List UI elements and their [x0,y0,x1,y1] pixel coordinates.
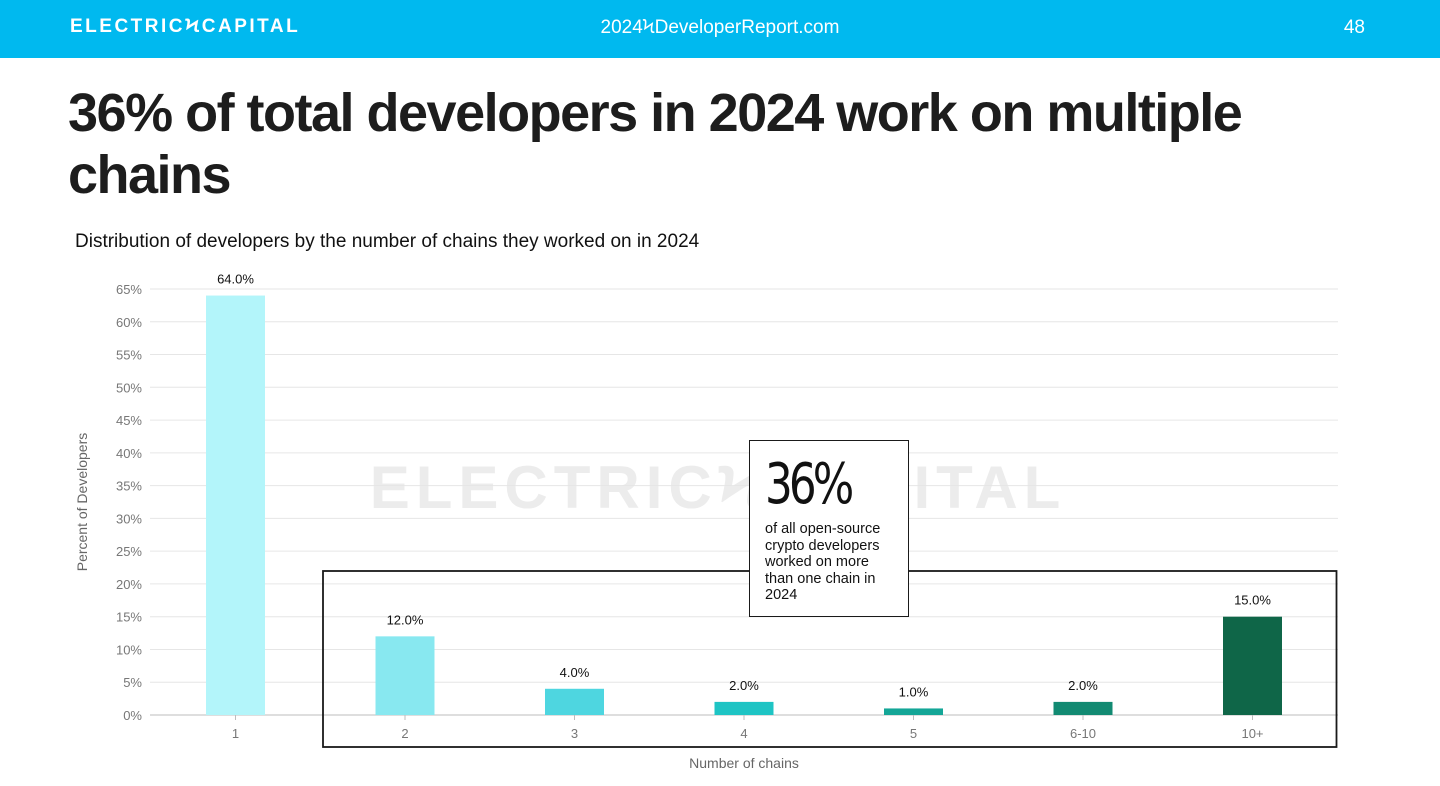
data-label: 15.0% [1234,593,1271,608]
x-tick-label: 3 [571,726,578,741]
y-axis-title: Percent of Developers [74,433,90,572]
y-tick-label: 5% [123,675,142,690]
data-label: 4.0% [560,665,590,680]
data-label: 64.0% [217,272,254,287]
y-tick-label: 35% [116,479,142,494]
x-tick-label: 5 [910,726,917,741]
bar-5 [884,708,943,715]
callout-text: of all open-source crypto developers wor… [765,521,881,603]
data-label: 12.0% [387,612,424,627]
y-tick-label: 65% [116,282,142,297]
y-tick-label: 30% [116,511,142,526]
bar-1 [206,295,265,715]
data-label: 1.0% [899,684,929,699]
site-url[interactable]: 2024ϞDeveloperReport.com [600,17,840,38]
y-tick-label: 55% [116,348,142,363]
data-label: 2.0% [1068,678,1098,693]
top-bar: ELECTRICϞCAPITAL 2024ϞDeveloperReport.co… [0,0,1440,58]
callout-value: 36% [765,452,854,517]
bar-4 [714,701,774,715]
y-tick-label: 60% [116,315,142,330]
brand-logo: ELECTRICϞCAPITAL [70,16,301,37]
callout-box: 36% of all open-source crypto developers… [749,440,909,617]
bar-3 [545,688,604,715]
chart-title: Distribution of developers by the number… [75,231,700,252]
bar-6-10 [1053,701,1113,715]
x-tick-label: 4 [740,726,747,741]
bar-2 [375,636,435,715]
y-tick-label: 25% [116,544,142,559]
y-tick-label: 20% [116,577,142,592]
y-tick-label: 0% [123,708,142,723]
page-title: 36% of total developers in 2024 work on … [68,83,1243,205]
bar-10+ [1223,616,1282,715]
page-number: 48 [1343,17,1365,38]
y-tick-label: 40% [116,446,142,461]
watermark: ELECTRICϞCAPITAL [370,454,1067,521]
x-tick-label: 6-10 [1070,726,1096,741]
x-axis-title: Number of chains [689,755,799,771]
x-tick-label: 2 [401,726,408,741]
x-tick-label: 10+ [1241,726,1263,741]
y-tick-label: 45% [116,413,142,428]
y-tick-label: 10% [116,642,142,657]
data-label: 2.0% [729,678,759,693]
y-tick-label: 50% [116,380,142,395]
y-tick-label: 15% [116,610,142,625]
x-tick-label: 1 [232,726,239,741]
